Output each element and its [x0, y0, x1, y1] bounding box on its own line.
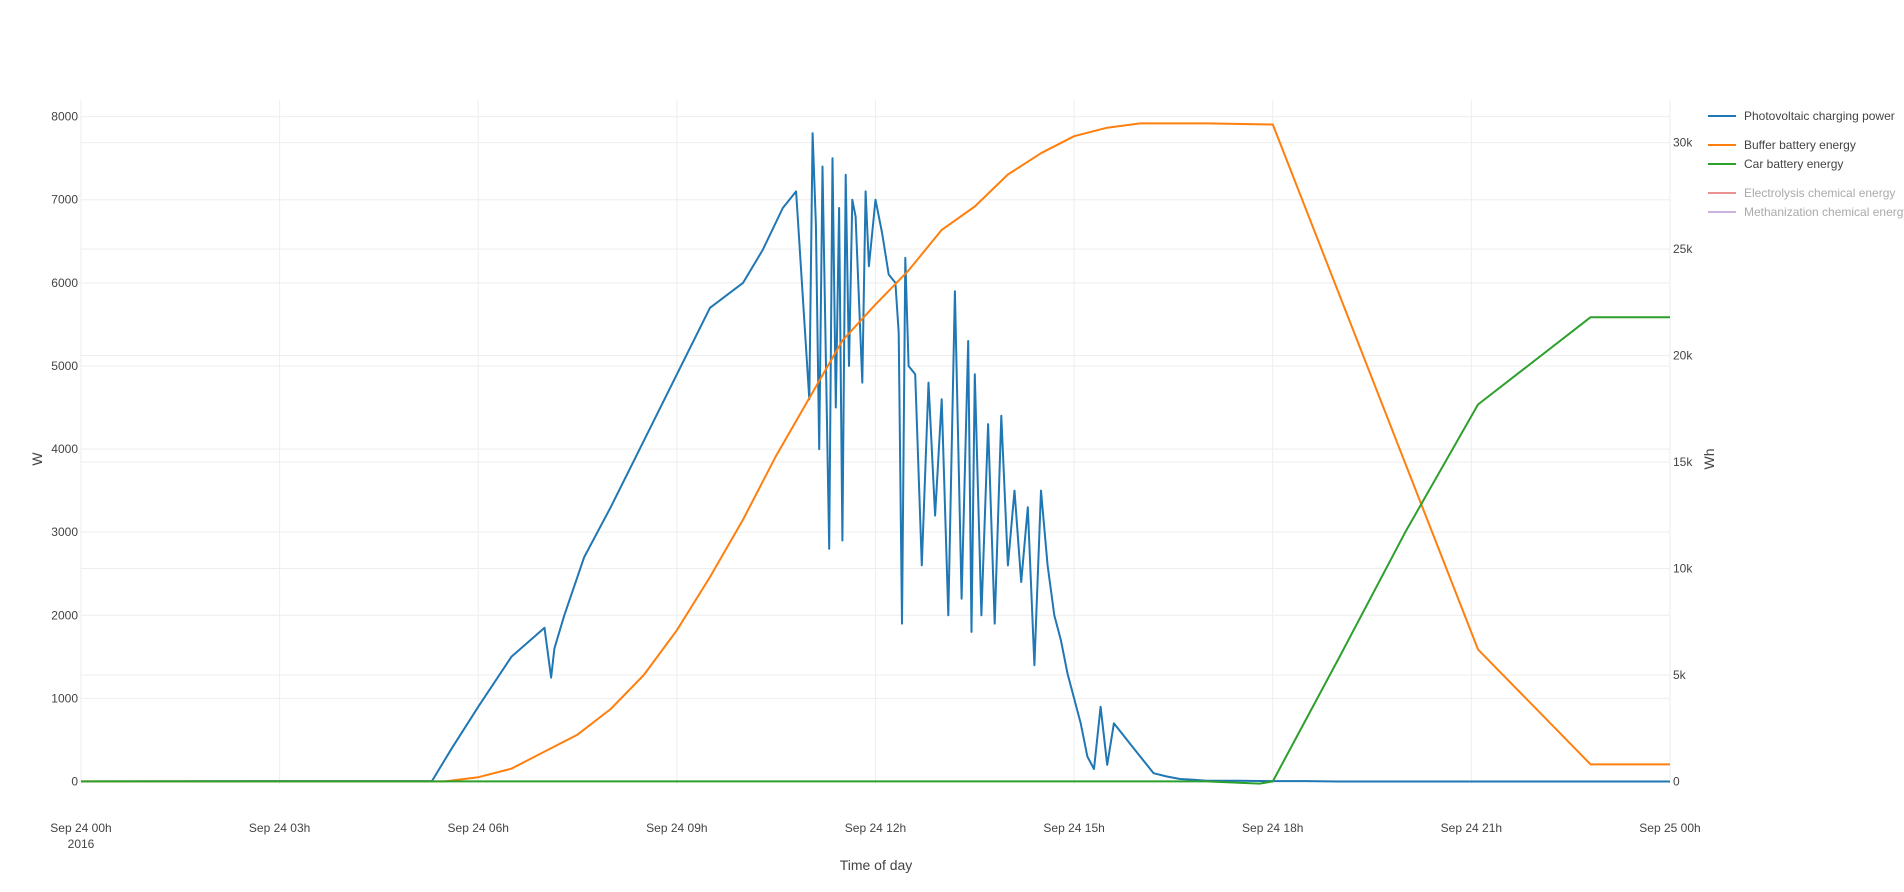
y2-tick-label: 25k	[1673, 242, 1693, 256]
x-tick-sublabel: 2016	[68, 837, 95, 851]
y-tick-label: 7000	[51, 193, 78, 207]
series-line-1	[80, 132, 1670, 783]
y-tick-label: 6000	[51, 276, 78, 290]
y-axis-title: W	[29, 452, 45, 466]
legend-item[interactable]: Car battery energy	[1744, 157, 1843, 171]
y-tick-label: 4000	[51, 442, 78, 456]
y2-tick-label: 0	[1673, 774, 1680, 788]
x-tick-label: Sep 24 00h	[50, 821, 111, 835]
x-tick-label: Sep 24 03h	[249, 821, 310, 835]
x-tick-label: Sep 24 06h	[448, 821, 509, 835]
x-axis: Sep 24 00h Sep 24 03h Sep 24 06h Sep 24 09h…	[50, 821, 1700, 851]
x-tick-label: Sep 24 09h	[646, 821, 707, 835]
x-tick-label: Sep 25 00h	[1639, 821, 1700, 835]
series-line-2	[81, 122, 1670, 783]
x-tick-label: Sep 24 12h	[845, 821, 906, 835]
x-tick-label: Sep 24 21h	[1441, 821, 1502, 835]
series-line-3	[81, 316, 1670, 785]
y2-tick-label: 10k	[1673, 561, 1693, 575]
y2-tick-label: 30k	[1673, 136, 1693, 150]
x-tick-label: Sep 24 15h	[1043, 821, 1104, 835]
x-axis-title: Time of day	[840, 857, 913, 873]
y-axis-left: 0 1000 2000 3000 4000 5000 6000 7000 8000	[51, 110, 78, 789]
y-tick-label: 8000	[51, 110, 78, 124]
y2-tick-label: 5k	[1673, 668, 1687, 682]
legend-item[interactable]: Photovoltaic charging power	[1744, 109, 1895, 123]
y2-axis-title: Wh	[1701, 449, 1717, 470]
plot-area	[80, 122, 1670, 785]
legend-item[interactable]: Electrolysis chemical energy	[1744, 186, 1895, 200]
y2-tick-label: 15k	[1673, 455, 1693, 469]
legend-item[interactable]: Buffer battery energy	[1744, 138, 1856, 152]
y-tick-label: 1000	[51, 691, 78, 705]
y-tick-label: 2000	[51, 608, 78, 622]
y2-tick-label: 20k	[1673, 349, 1693, 363]
legend-item[interactable]: Methanization chemical energy	[1744, 205, 1904, 219]
legend: Photovoltaic charging power Buffer batter…	[1708, 109, 1904, 219]
y-axis-right: 0 5k 10k 15k 20k 25k 30k	[1673, 136, 1693, 789]
y-tick-label: 0	[71, 775, 78, 789]
y-tick-label: 3000	[51, 525, 78, 539]
x-tick-label: Sep 24 18h	[1242, 821, 1303, 835]
y-tick-label: 5000	[51, 359, 78, 373]
